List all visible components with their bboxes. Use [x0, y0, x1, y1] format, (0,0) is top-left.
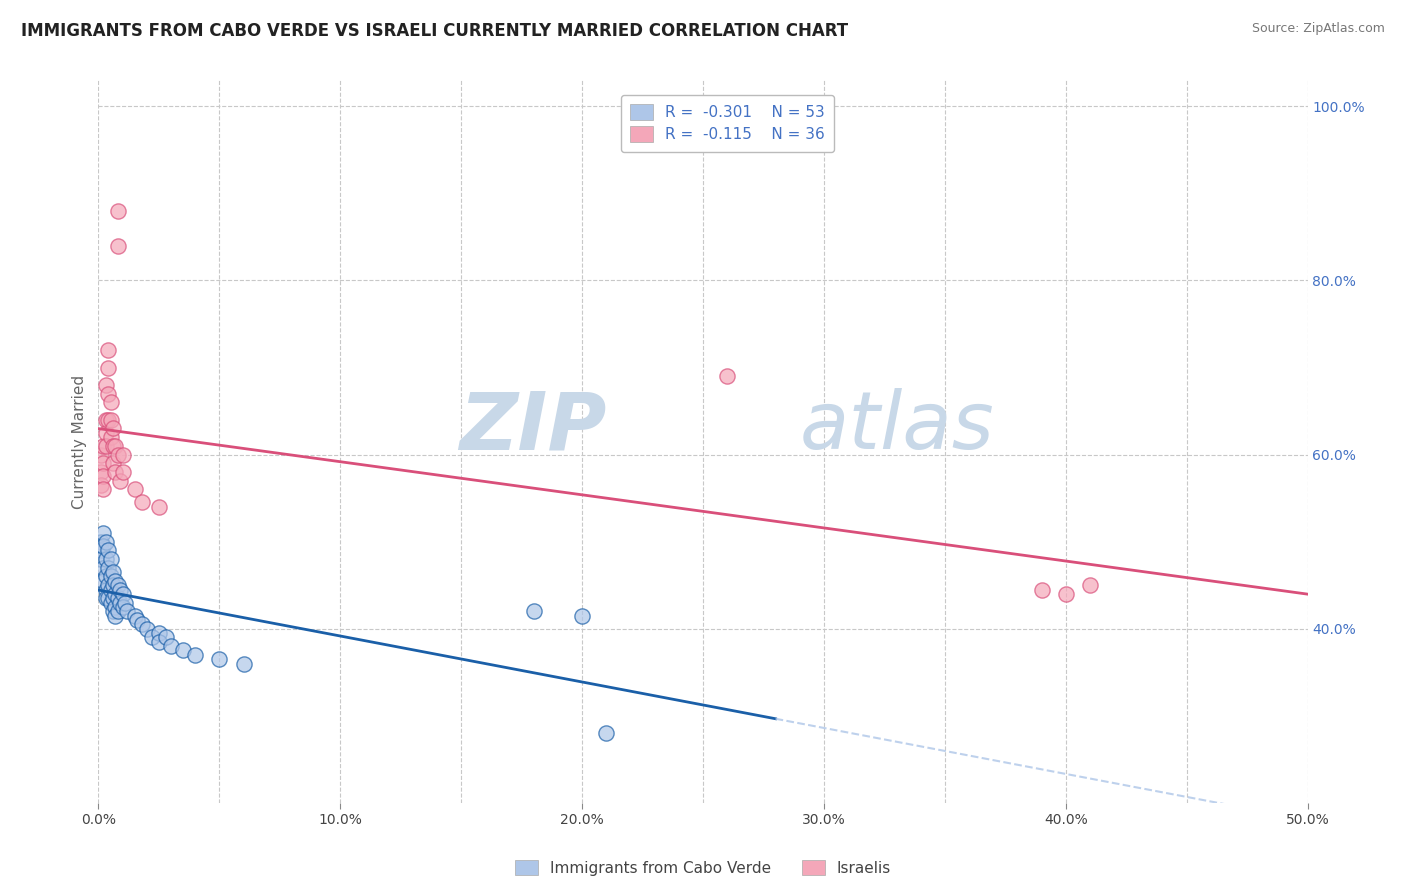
Point	[101, 456, 124, 470]
Point	[90, 543, 112, 558]
Point	[101, 591, 124, 606]
Point	[107, 203, 129, 218]
Point	[131, 495, 153, 509]
Point	[100, 552, 122, 566]
Text: ZIP: ZIP	[458, 388, 606, 467]
Point	[131, 617, 153, 632]
Point	[101, 421, 124, 435]
Point	[101, 604, 124, 618]
Point	[100, 395, 122, 409]
Text: Source: ZipAtlas.com: Source: ZipAtlas.com	[1251, 22, 1385, 36]
Point	[101, 578, 124, 592]
Point	[108, 582, 131, 597]
Point	[571, 608, 593, 623]
Point	[523, 604, 546, 618]
Point	[148, 500, 170, 514]
Point	[124, 608, 146, 623]
Point	[1054, 587, 1077, 601]
Point	[104, 465, 127, 479]
Point	[1031, 582, 1053, 597]
Point	[90, 465, 112, 479]
Point	[107, 238, 129, 252]
Point	[91, 574, 114, 588]
Point	[91, 561, 114, 575]
Point	[100, 413, 122, 427]
Point	[91, 456, 114, 470]
Legend: Immigrants from Cabo Verde, Israelis: Immigrants from Cabo Verde, Israelis	[509, 854, 897, 882]
Point	[90, 552, 112, 566]
Point	[111, 448, 134, 462]
Point	[148, 626, 170, 640]
Point	[111, 465, 134, 479]
Point	[117, 604, 139, 618]
Point	[135, 622, 157, 636]
Point	[97, 360, 120, 375]
Point	[155, 631, 177, 645]
Point	[100, 596, 122, 610]
Point	[97, 591, 120, 606]
Point	[94, 378, 117, 392]
Text: atlas: atlas	[800, 388, 994, 467]
Point	[232, 657, 254, 671]
Point	[97, 413, 120, 427]
Point	[97, 561, 120, 575]
Point	[184, 648, 207, 662]
Point	[90, 448, 112, 462]
Point	[104, 599, 127, 614]
Point	[111, 587, 134, 601]
Point	[91, 439, 114, 453]
Point	[208, 652, 231, 666]
Point	[94, 582, 117, 597]
Point	[108, 474, 131, 488]
Point	[107, 578, 129, 592]
Point	[90, 534, 112, 549]
Point	[101, 565, 124, 579]
Y-axis label: Currently Married: Currently Married	[72, 375, 87, 508]
Point	[160, 639, 183, 653]
Point	[172, 643, 194, 657]
Point	[100, 430, 122, 444]
Point	[94, 591, 117, 606]
Point	[716, 369, 738, 384]
Point	[94, 552, 117, 566]
Point	[100, 569, 122, 583]
Point	[104, 608, 127, 623]
Point	[100, 582, 122, 597]
Point	[97, 543, 120, 558]
Point	[104, 439, 127, 453]
Point	[97, 343, 120, 358]
Point	[97, 386, 120, 401]
Point	[124, 483, 146, 497]
Point	[107, 604, 129, 618]
Point	[91, 525, 114, 540]
Point	[107, 591, 129, 606]
Point	[148, 634, 170, 648]
Point	[595, 726, 617, 740]
Point	[90, 478, 112, 492]
Point	[127, 613, 149, 627]
Point	[101, 439, 124, 453]
Point	[108, 596, 131, 610]
Point	[1078, 578, 1101, 592]
Point	[104, 587, 127, 601]
Point	[91, 469, 114, 483]
Point	[111, 599, 134, 614]
Point	[104, 574, 127, 588]
Point	[91, 539, 114, 553]
Point	[94, 413, 117, 427]
Point	[94, 425, 117, 440]
Point	[107, 448, 129, 462]
Point	[94, 439, 117, 453]
Text: IMMIGRANTS FROM CABO VERDE VS ISRAELI CURRENTLY MARRIED CORRELATION CHART: IMMIGRANTS FROM CABO VERDE VS ISRAELI CU…	[21, 22, 848, 40]
Point	[91, 483, 114, 497]
Point	[141, 631, 163, 645]
Point	[94, 569, 117, 583]
Point	[114, 596, 136, 610]
Point	[94, 534, 117, 549]
Point	[97, 578, 120, 592]
